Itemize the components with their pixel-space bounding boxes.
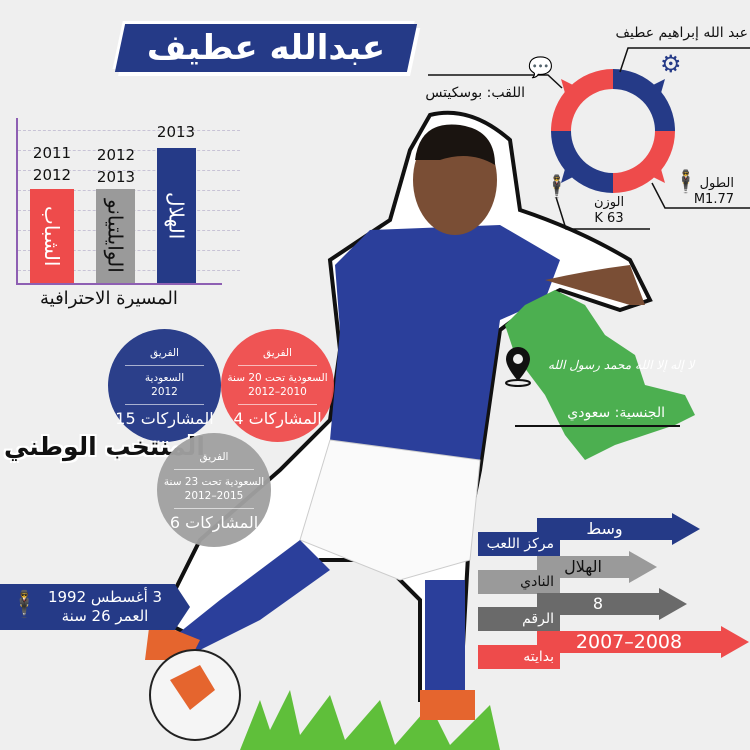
page-title: عبدالله عطيف bbox=[146, 28, 386, 68]
birth-info: 3 أغسطس 1992 العمر 26 سنة bbox=[35, 588, 175, 626]
location-pin-icon bbox=[505, 347, 531, 387]
national-team-circle-u20: الفريق السعودية تحت 20 سنة 2010–2012 المشار… bbox=[221, 329, 334, 442]
jersey bbox=[330, 225, 560, 460]
gridline bbox=[18, 170, 240, 171]
fact-arrow-position: وسط bbox=[537, 513, 700, 545]
fact-label-number: الرقم bbox=[478, 607, 560, 631]
height-label: الطول bbox=[699, 176, 734, 191]
nationality-underline bbox=[515, 425, 680, 427]
gridline bbox=[18, 150, 240, 151]
weight-value: K 63 bbox=[594, 211, 624, 226]
sock bbox=[425, 580, 465, 690]
x-axis bbox=[16, 283, 222, 285]
fact-label-position: مركز اللعب bbox=[478, 532, 560, 556]
shorts bbox=[299, 439, 481, 581]
national-team-circle-u23: الفريق السعودية تحت 23 سنة 2015–2012 المشار… bbox=[157, 433, 271, 547]
bar-alwaitiano: الوايلتيانو bbox=[96, 189, 135, 283]
gears-icon: ⚙ bbox=[660, 50, 682, 78]
fact-label-club: النادي bbox=[478, 570, 560, 594]
bar-year-label: 2011 2012 bbox=[32, 144, 72, 184]
fact-arrow-number: 8 bbox=[537, 588, 687, 620]
person-icon-red: 🕴 bbox=[672, 170, 700, 195]
birth-date: 3 أغسطس 1992 bbox=[47, 588, 163, 606]
person-icon-blue: 🕴 bbox=[543, 175, 571, 200]
flag-shahada: لا إله إلا الله محمد رسول الله bbox=[548, 358, 695, 372]
weight-label: الوزن bbox=[593, 195, 625, 210]
fact-arrow-club: الهلال bbox=[537, 551, 657, 583]
national-team-circle-saudi: الفريق السعودية 2012 المشاركات 15 bbox=[108, 329, 221, 442]
bar-year-label: 2013 bbox=[156, 123, 196, 141]
age: العمر 26 سنة bbox=[61, 607, 149, 625]
birth-banner bbox=[0, 584, 190, 630]
person-icon-white: 🕴 bbox=[8, 590, 41, 620]
bar-alshabab: الشباب bbox=[30, 189, 74, 283]
gridline bbox=[18, 130, 240, 131]
height-value: M1.77 bbox=[693, 192, 734, 207]
grass bbox=[240, 690, 500, 750]
bar-alhilal: الهلال bbox=[157, 148, 196, 283]
chat-bubbles-icon: 💬 bbox=[528, 55, 553, 79]
profile-donut bbox=[551, 69, 675, 193]
nickname: اللقب: بوسكيتس bbox=[425, 85, 525, 101]
chart-caption: المسيرة الاحترافية bbox=[40, 288, 178, 309]
full-name: عبد الله إبراهيم عطيف bbox=[615, 25, 748, 41]
saudi-map bbox=[505, 290, 695, 460]
y-axis bbox=[16, 118, 18, 285]
fact-label-debut: بدايته bbox=[478, 645, 560, 669]
fact-arrow-debut: 2007–2008 bbox=[537, 626, 749, 658]
bar-year-label: 2012 2013 bbox=[96, 146, 136, 186]
nationality: الجنسية: سعودي bbox=[567, 405, 665, 421]
